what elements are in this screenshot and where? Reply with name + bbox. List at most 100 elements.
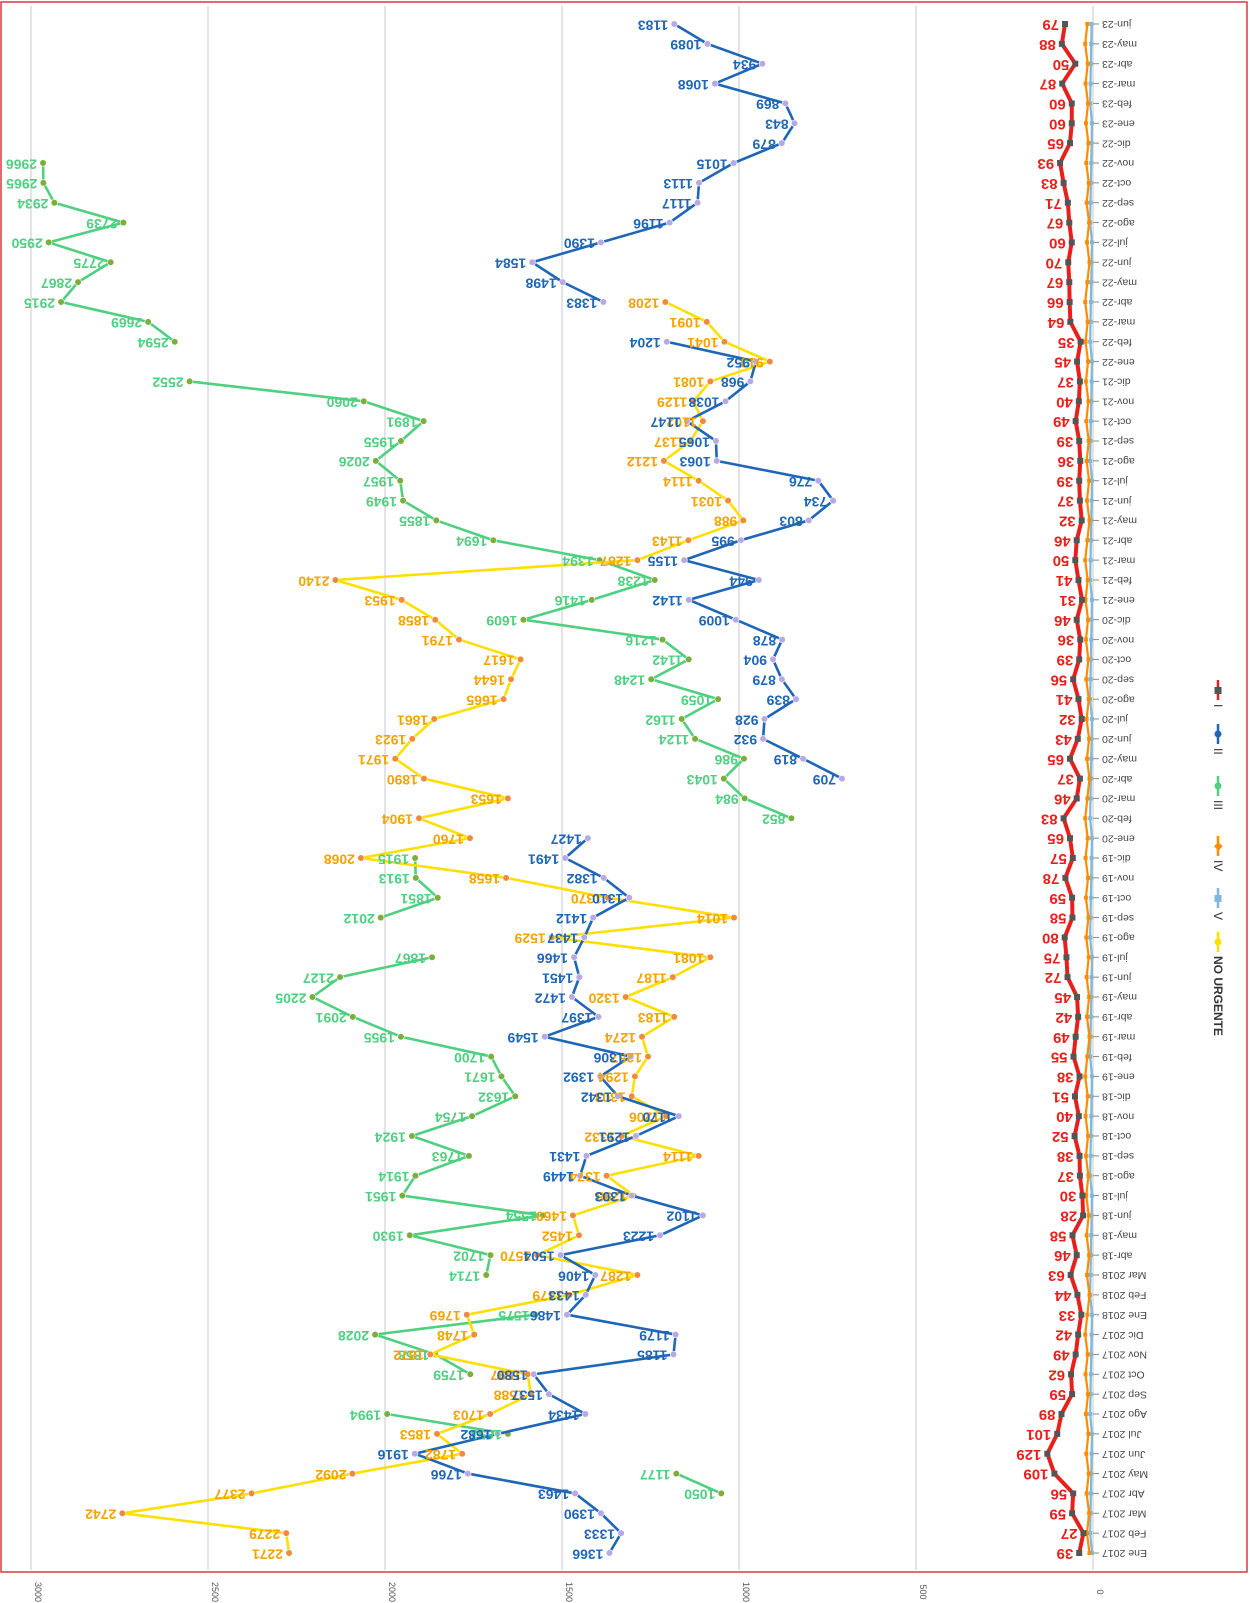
- series-i-data-label: 28: [1060, 1207, 1077, 1224]
- series-ii-marker: [663, 338, 670, 345]
- series-no-urgente-data-label: 1703: [453, 1407, 484, 1423]
- series-no-urgente-marker: [432, 616, 439, 623]
- legend-marker: [1215, 895, 1222, 902]
- series-i-data-label: 57: [1050, 850, 1067, 867]
- series-i-data-label: 46: [1054, 532, 1071, 549]
- series-no-urgente-marker: [662, 299, 669, 306]
- series-no-urgente-marker: [645, 1053, 652, 1060]
- series-iv-marker: [1084, 121, 1088, 125]
- series-ii-data-label: 1449: [543, 1169, 574, 1185]
- series-ii-marker: [685, 597, 692, 604]
- series-iv-marker: [1085, 459, 1089, 463]
- series-iii-marker: [372, 1331, 379, 1338]
- series-iii-data-label: 1702: [453, 1248, 484, 1264]
- series-no-urgente-data-label: 1320: [588, 990, 619, 1006]
- series-no-urgente-data-label: 1890: [387, 772, 418, 788]
- category-label: Mar 2017: [1102, 1508, 1147, 1520]
- series-iii-data-label: 2934: [17, 196, 48, 212]
- series-no-urgente-marker: [283, 1530, 290, 1537]
- series-iii-marker: [685, 656, 692, 663]
- series-ii-data-label: 1392: [563, 1070, 594, 1086]
- series-ii-data-label: 1383: [566, 295, 597, 311]
- category-label: jun-19: [1102, 971, 1132, 983]
- series-iii-data-label: 1924: [375, 1129, 406, 1145]
- series-v-marker: [1090, 1333, 1094, 1337]
- series-v-marker: [1090, 1452, 1094, 1456]
- series-iv-marker: [1084, 1372, 1088, 1376]
- series-iv-marker: [1083, 1074, 1087, 1078]
- series-i-data-label: 88: [1039, 36, 1056, 53]
- series-no-urgente-data-label: 1858: [398, 613, 429, 629]
- series-iv-marker: [1086, 101, 1090, 105]
- series-no-urgente-data-label: 1748: [437, 1328, 468, 1344]
- series-no-urgente-data-label: 1187: [636, 970, 667, 986]
- series-iv-marker: [1083, 300, 1087, 304]
- series-iii-marker: [349, 1014, 356, 1021]
- series-iv-marker: [1084, 896, 1088, 900]
- series-iii-data-label: 2867: [41, 275, 72, 291]
- series-iii-data-label: 2950: [11, 236, 42, 252]
- series-ii-data-label: 1549: [507, 1030, 538, 1046]
- series-iii-marker: [520, 616, 527, 623]
- series-i-marker: [1074, 359, 1080, 365]
- series-v-marker: [1088, 1412, 1092, 1416]
- category-label: nov-19: [1102, 872, 1134, 884]
- series-ii-data-label: 1147: [650, 414, 681, 430]
- series-ii-data-label: 1183: [638, 17, 669, 33]
- series-iii-data-label: 1763: [432, 1149, 463, 1165]
- series-v-marker: [1090, 240, 1094, 244]
- series-ii-data-label: 776: [789, 474, 813, 490]
- series-no-urgente-marker: [685, 537, 692, 544]
- series-iv-marker: [1085, 201, 1089, 205]
- series-iii-marker: [788, 815, 795, 822]
- series-v-marker: [1089, 1491, 1093, 1495]
- series-i-data-label: 72: [1045, 969, 1062, 986]
- series-i-data-label: 32: [1059, 711, 1076, 728]
- series-i-data-label: 56: [1050, 1485, 1067, 1502]
- series-ii-marker: [782, 100, 789, 107]
- series-ii-marker: [759, 60, 766, 67]
- series-i-data-label: 67: [1047, 274, 1064, 291]
- series-iii-marker: [648, 676, 655, 683]
- series-iv-marker: [1084, 82, 1088, 86]
- series-i-data-label: 46: [1054, 1247, 1071, 1264]
- series-i-data-label: 58: [1050, 1227, 1067, 1244]
- series-iii-marker: [398, 438, 405, 445]
- series-ii-data-label: 1498: [525, 275, 556, 291]
- series-iii-data-label: 1162: [645, 712, 676, 728]
- series-iv-marker: [1085, 1015, 1089, 1019]
- series-iv-marker: [1086, 399, 1090, 403]
- series-ii-marker: [800, 755, 807, 762]
- series-v-marker: [1088, 816, 1092, 820]
- series-iii-data-label: 2012: [343, 911, 374, 927]
- category-label: jun-23: [1102, 18, 1132, 30]
- series-ii-marker: [704, 41, 711, 48]
- series-ii-data-label: 952: [726, 355, 750, 371]
- series-i-marker: [1068, 1272, 1074, 1278]
- series-no-urgente-marker: [740, 517, 747, 524]
- series-iii-data-label: 1915: [378, 851, 409, 867]
- series-iii-data-label: 2127: [303, 970, 334, 986]
- category-label: abr-19: [1102, 1011, 1133, 1023]
- series-i-marker: [1072, 61, 1078, 67]
- series-iv-marker: [1084, 1412, 1088, 1416]
- series-iii-marker: [718, 1490, 725, 1497]
- series-iii-marker: [377, 914, 384, 921]
- series-i-marker: [1051, 1471, 1057, 1477]
- series-no-urgente-marker: [766, 358, 773, 365]
- series-iii-data-label: 2028: [338, 1328, 369, 1344]
- series-iv-marker: [1087, 995, 1091, 999]
- series-ii-data-label: 968: [721, 375, 745, 391]
- category-label: feb-20: [1102, 813, 1132, 825]
- category-label: Oct 2017: [1102, 1369, 1145, 1381]
- category-label: Dic 2017: [1102, 1329, 1144, 1341]
- series-i-data-label: 45: [1054, 354, 1071, 371]
- series-i-data-label: 62: [1048, 1366, 1065, 1383]
- series-ii-marker: [582, 1411, 589, 1418]
- category-label: oct-21: [1102, 415, 1131, 427]
- series-ii-data-label: 1155: [648, 553, 679, 569]
- series-no-urgente-data-label: 1183: [638, 1010, 669, 1026]
- series-iv-marker: [1087, 737, 1091, 741]
- category-label: feb-23: [1102, 98, 1132, 110]
